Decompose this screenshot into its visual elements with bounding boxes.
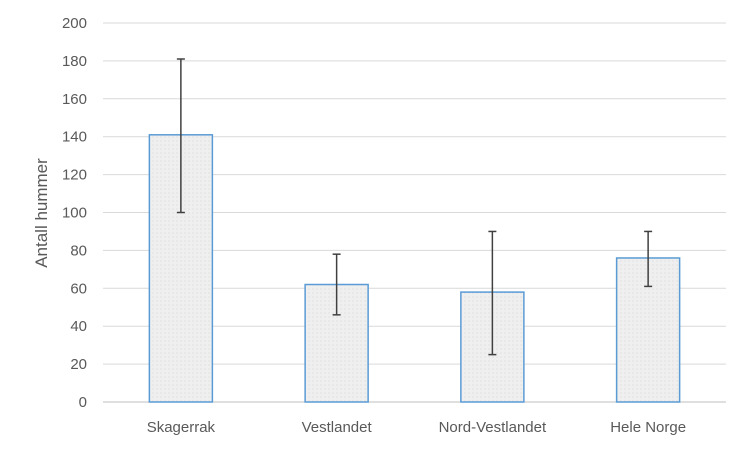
error-bar <box>176 58 185 214</box>
y-axis-ticks: 0 20 40 60 80 100 120 140 160 180 200 <box>62 15 87 411</box>
y-tick-label: 100 <box>62 205 87 222</box>
y-tick-label: 0 <box>79 394 87 411</box>
y-tick-label: 140 <box>62 129 87 146</box>
x-category-label: Hele Norge <box>610 419 686 436</box>
y-tick-label: 80 <box>70 242 87 259</box>
x-category-label: Skagerrak <box>147 419 216 436</box>
y-tick-label: 40 <box>70 318 87 335</box>
x-category-label: Vestlandet <box>302 419 373 436</box>
y-tick-label: 20 <box>70 356 87 373</box>
bars <box>148 134 681 403</box>
error-bar <box>332 253 341 316</box>
y-tick-label: 180 <box>62 53 87 70</box>
y-tick-label: 60 <box>70 280 87 297</box>
y-tick-label: 160 <box>62 91 87 108</box>
y-axis-title: Antall hummer <box>32 158 51 268</box>
error-bar <box>644 230 653 288</box>
x-axis-categories: Skagerrak Vestlandet Nord-Vestlandet Hele N… <box>147 419 686 436</box>
y-tick-label: 120 <box>62 167 87 184</box>
x-category-label: Nord-Vestlandet <box>439 419 547 436</box>
y-tick-label: 200 <box>62 15 87 32</box>
error-bar <box>488 230 497 356</box>
error-bars <box>176 58 653 356</box>
